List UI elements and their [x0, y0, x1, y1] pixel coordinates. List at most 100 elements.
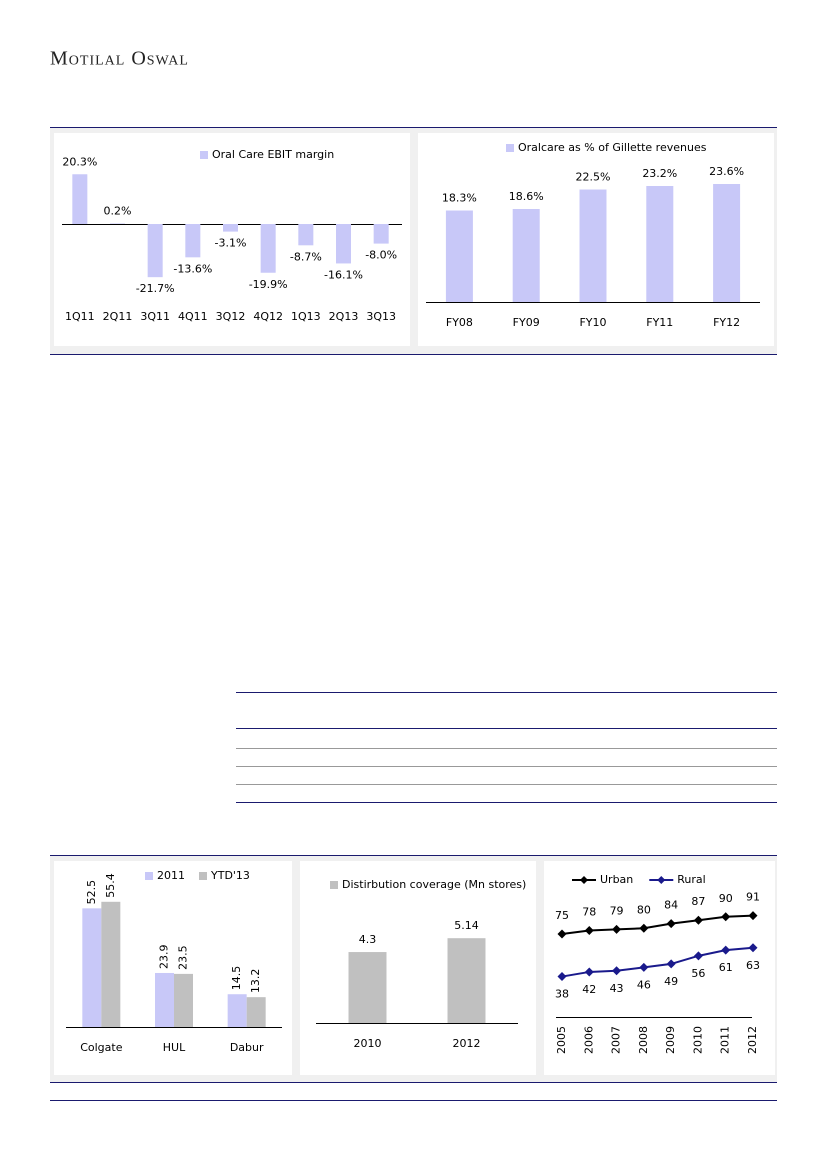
legend-label: Urban	[600, 873, 633, 886]
data-label: 87	[691, 895, 705, 908]
marker	[748, 911, 758, 921]
x-tick-label: 2012	[453, 1037, 481, 1050]
data-label: 75	[555, 909, 569, 922]
data-label: 23.9	[158, 944, 171, 969]
legend-swatch	[200, 151, 208, 159]
data-label: 91	[746, 891, 760, 904]
legend-label: 2011	[157, 869, 185, 882]
marker	[639, 962, 649, 972]
data-label: 49	[664, 975, 678, 988]
legend-label: Oralcare as % of Gillette revenues	[518, 141, 707, 154]
marker	[584, 926, 594, 936]
legend-label: Oral Care EBIT margin	[212, 148, 334, 161]
data-label: 20.3%	[62, 155, 97, 168]
data-label: -19.9%	[249, 278, 288, 291]
data-label: -16.1%	[324, 268, 363, 281]
line	[561, 914, 754, 935]
x-tick-label: FY11	[646, 316, 673, 329]
marker	[639, 923, 649, 933]
marker	[584, 967, 594, 977]
x-tick-label: 1Q11	[65, 310, 95, 323]
bar	[260, 224, 276, 273]
data-label: 22.5%	[576, 171, 611, 184]
x-tick-label: 2005	[555, 1026, 568, 1054]
marker	[666, 919, 676, 929]
data-label: 80	[637, 903, 651, 916]
legend-swatch	[199, 872, 207, 880]
bar	[512, 209, 540, 302]
legend-marker	[657, 876, 666, 884]
legend-marker	[580, 876, 588, 884]
data-label: -21.7%	[136, 282, 175, 295]
data-label: -13.6%	[173, 262, 212, 275]
x-tick-label: Dabur	[230, 1041, 264, 1054]
bar	[227, 994, 247, 1027]
legend-label: Distirbution coverage (Mn stores)	[342, 878, 526, 891]
marker	[693, 951, 703, 961]
bar	[713, 184, 741, 302]
bar	[147, 224, 163, 278]
data-label: 23.6%	[709, 165, 744, 178]
bar	[373, 224, 389, 244]
bar	[447, 938, 486, 1023]
data-label: 55.4	[104, 873, 117, 898]
bar	[72, 174, 88, 224]
marker	[721, 912, 731, 922]
bar	[174, 973, 193, 1027]
rules	[50, 127, 777, 1101]
data-label: 46	[637, 978, 651, 991]
panel	[544, 861, 775, 1075]
table-rules	[236, 748, 777, 785]
marker	[612, 966, 622, 976]
data-label: 79	[610, 904, 624, 917]
marker	[721, 945, 731, 955]
legend-swatch	[330, 881, 338, 889]
bar	[336, 224, 351, 264]
data-label: 78	[582, 906, 596, 919]
data-label: 13.2	[249, 969, 262, 994]
bar	[155, 972, 174, 1027]
marker	[666, 959, 676, 969]
data-label: 14.5	[230, 966, 243, 991]
x-tick-label: FY08	[446, 316, 473, 329]
x-tick-label: 3Q12	[216, 310, 246, 323]
legend-label: YTD'13	[210, 869, 250, 882]
data-label: 4.3	[359, 933, 377, 946]
bar	[298, 224, 314, 246]
data-label: -8.0%	[365, 249, 397, 262]
marker	[612, 924, 622, 934]
bar	[348, 952, 387, 1023]
data-label: 38	[555, 988, 569, 1001]
data-label: 23.2%	[642, 167, 677, 180]
data-label: -3.1%	[215, 237, 247, 250]
x-tick-label: FY12	[713, 316, 740, 329]
data-label: 42	[582, 983, 596, 996]
bar	[445, 210, 473, 302]
bar	[101, 901, 121, 1027]
data-label: 52.5	[85, 880, 98, 905]
data-label: 63	[746, 959, 760, 972]
data-label: 18.3%	[442, 192, 477, 205]
marker	[748, 943, 758, 953]
data-label: 43	[610, 982, 624, 995]
x-tick-label: FY10	[579, 316, 606, 329]
line	[561, 946, 754, 978]
x-tick-label: 2Q13	[329, 310, 359, 323]
data-label: 5.14	[454, 919, 479, 932]
data-label: 56	[691, 967, 705, 980]
data-label: 23.5	[177, 945, 190, 970]
x-tick-label: Colgate	[80, 1041, 123, 1054]
x-tick-label: 2009	[664, 1026, 677, 1054]
bar	[223, 224, 238, 232]
marker	[557, 972, 567, 982]
legend-label: Rural	[677, 873, 705, 886]
x-tick-label: 2012	[746, 1026, 759, 1054]
data-label: 90	[719, 892, 733, 905]
data-label: 61	[719, 961, 733, 974]
data-label: 84	[664, 899, 678, 912]
data-label: 0.2%	[104, 205, 132, 218]
x-tick-label: FY09	[513, 316, 540, 329]
marker	[693, 915, 703, 925]
